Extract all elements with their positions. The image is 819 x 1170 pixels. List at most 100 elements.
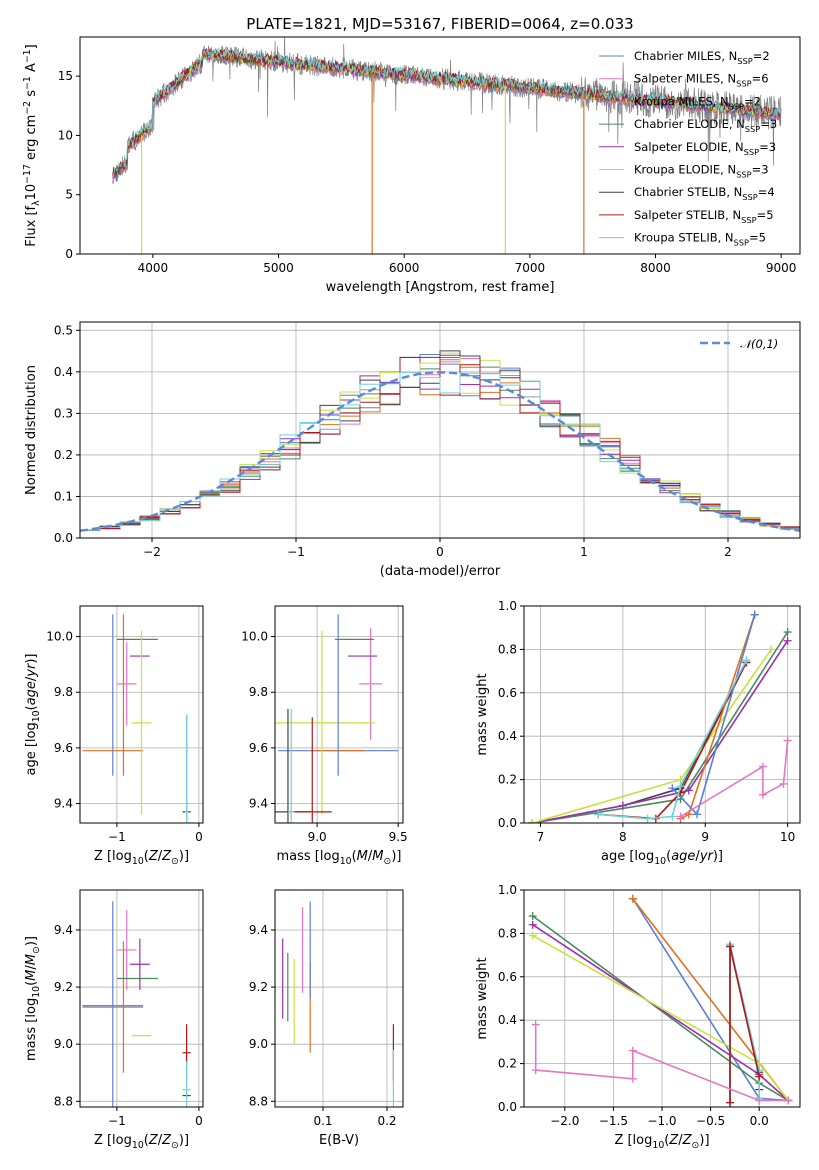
- normal-reference-curve: [80, 371, 800, 532]
- x-tick-label: 9: [701, 830, 709, 844]
- point-marker: [594, 810, 603, 819]
- panel-mass-vs-Z: −1 0 8.8 9.0 9.2 9.4 Z [log10(Z/Z⊙)] mass [log1…: [24, 889, 204, 1151]
- point-marker: [726, 942, 735, 951]
- x-tick-label: −0.5: [696, 1114, 725, 1128]
- y-tick-label: 1.0: [498, 883, 517, 897]
- point-marker: [618, 801, 627, 810]
- point-marker: [755, 1072, 764, 1081]
- point-marker: [750, 610, 759, 619]
- y-tick-label: 0.5: [54, 323, 73, 337]
- panel-weight-vs-Z: −2.0 −1.5 −1.0 −0.5 0.0 0.0 0.2 0.4 0.6 0.8 1.0 Z […: [475, 883, 801, 1151]
- x-axis-label: mass [log10(M/M⊙)]: [277, 849, 402, 867]
- x-axis-label: Z [log10(Z/Z⊙)]: [614, 1133, 709, 1151]
- point-marker: [528, 920, 537, 929]
- point-marker: [755, 1096, 764, 1105]
- x-tick-label: 2: [724, 545, 732, 559]
- y-tick-label: 0.0: [54, 531, 73, 545]
- histogram-series-8: [80, 371, 800, 538]
- point-marker: [693, 810, 702, 819]
- model-spectrum-3: [112, 49, 782, 178]
- y-tick-label: 5: [65, 188, 73, 202]
- point-marker: [628, 894, 637, 903]
- point-marker: [767, 645, 776, 654]
- legend-label: Chabrier ELODIE, NSSP=3: [634, 117, 777, 134]
- point-marker: [726, 1098, 735, 1107]
- y-tick-label: 9.4: [54, 797, 73, 811]
- y-tick-label: 0.8: [498, 642, 517, 656]
- point-marker: [779, 779, 788, 788]
- point-marker: [531, 1066, 540, 1075]
- plot-area: [82, 901, 191, 1107]
- x-axis-label: age [log10(age/yr)]: [601, 849, 723, 867]
- x-tick-label: 9000: [766, 261, 797, 275]
- x-tick-label: 1: [580, 545, 588, 559]
- y-tick-label: 0.1: [54, 489, 73, 503]
- x-tick-label: −1.0: [647, 1114, 676, 1128]
- y-axis-label: mass [log10(M/M⊙)]: [24, 936, 42, 1061]
- plot-area: [528, 894, 793, 1107]
- legend-label: Chabrier STELIB, NSSP=4: [634, 185, 775, 202]
- y-axis-label: Normed distribution: [24, 365, 39, 495]
- plot-area: [112, 37, 782, 254]
- y-axis-label: Flux [fλ10−17 erg cm−2 s−1 A−1]: [22, 44, 42, 246]
- y-tick-label: 0.4: [54, 365, 73, 379]
- figure-title: PLATE=1821, MJD=53167, FIBERID=0064, z=0…: [246, 15, 633, 33]
- point-marker: [784, 1096, 793, 1105]
- y-tick-label: 9.4: [249, 923, 268, 937]
- x-axis-label: Z [log10(Z/Z⊙)]: [94, 849, 189, 867]
- plot-area: [80, 350, 800, 538]
- plot-area: [82, 614, 191, 823]
- x-tick-label: 8000: [640, 261, 671, 275]
- y-tick-label: 0.8: [498, 926, 517, 940]
- y-tick-label: 0.4: [498, 1013, 517, 1027]
- y-tick-label: 8.8: [249, 1094, 268, 1108]
- axes-frame: [274, 605, 404, 824]
- point-marker: [676, 812, 685, 821]
- x-tick-label: 7000: [515, 261, 546, 275]
- axes-frame: [274, 889, 404, 1108]
- y-tick-label: 0.3: [54, 406, 73, 420]
- y-tick-label: 9.4: [54, 923, 73, 937]
- y-tick-label: 0.0: [498, 1100, 517, 1114]
- y-tick-label: 9.6: [249, 741, 268, 755]
- panel-age-vs-mass: 9.0 9.5 9.4 9.6 9.8 10.0 mass [log10(M/M⊙)]: [241, 605, 408, 867]
- point-marker: [668, 784, 677, 793]
- y-tick-label: 9.8: [54, 685, 73, 699]
- x-tick-label: 9.0: [308, 830, 327, 844]
- panel-mass-vs-EBV: 0.1 0.2 8.8 9.0 9.2 9.4 E(B-V): [249, 889, 404, 1148]
- weight-series-8: [534, 1024, 789, 1102]
- x-tick-label: 6000: [389, 261, 420, 275]
- y-tick-label: 8.8: [54, 1094, 73, 1108]
- x-tick-label: −2.0: [550, 1114, 579, 1128]
- weight-series-2: [532, 640, 789, 823]
- legend: 𝒩(0,1): [700, 337, 778, 351]
- y-tick-label: 0.0: [498, 816, 517, 830]
- point-marker: [643, 814, 652, 823]
- x-tick-label: 8: [619, 830, 627, 844]
- weight-series-3: [532, 924, 789, 1102]
- x-tick-label: 0: [195, 1114, 203, 1128]
- x-tick-label: 7: [537, 830, 545, 844]
- y-axis-label: age [log10(age/yr)]: [24, 653, 42, 775]
- y-tick-label: 0.2: [498, 1057, 517, 1071]
- x-tick-label: 9.5: [389, 830, 408, 844]
- y-tick-label: 10.0: [241, 630, 268, 644]
- x-axis-label: (data-model)/error: [380, 564, 501, 579]
- axes-frame: [523, 605, 801, 824]
- legend-label: 𝒩(0,1): [740, 337, 778, 351]
- x-tick-label: 0.1: [313, 1114, 332, 1128]
- y-tick-label: 9.0: [54, 1037, 73, 1051]
- weight-series-0: [532, 662, 748, 823]
- point-marker: [528, 819, 537, 823]
- point-marker: [783, 736, 792, 745]
- panel-spectrum: 4000 5000 6000 7000 8000 9000 0 5 10 15 wavelength…: [22, 36, 801, 295]
- x-tick-label: −1: [108, 1114, 126, 1128]
- x-tick-label: −1: [108, 830, 126, 844]
- y-axis-label: mass weight: [475, 673, 490, 755]
- point-marker: [742, 656, 751, 665]
- axes-frame: [79, 36, 801, 255]
- x-axis-label: wavelength [Angstrom, rest frame]: [326, 280, 555, 295]
- point-marker: [684, 786, 693, 795]
- point-marker: [531, 1020, 540, 1029]
